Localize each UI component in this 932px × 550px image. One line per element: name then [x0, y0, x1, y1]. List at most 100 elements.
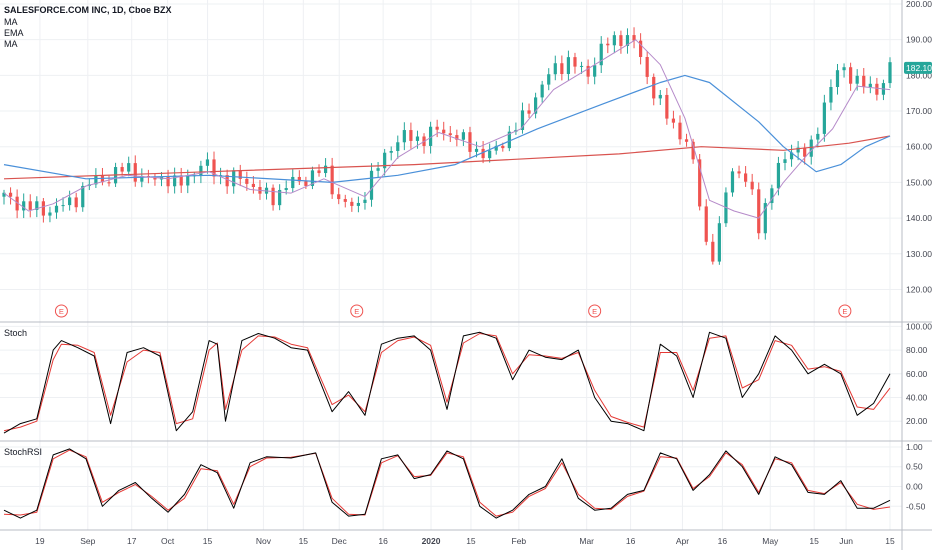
- candle-body: [789, 152, 794, 160]
- candle-body: [829, 87, 833, 103]
- time-axis-label: 19: [35, 536, 45, 546]
- candle-body: [369, 170, 374, 200]
- price-tick-label: 140.00: [906, 213, 932, 223]
- earnings-marker[interactable]: [54, 304, 68, 318]
- candle-body: [278, 189, 282, 206]
- stochrsi-panel-label[interactable]: StochRSI: [4, 447, 42, 457]
- candle-body: [625, 35, 630, 46]
- candle-body: [389, 151, 393, 153]
- time-axis-label: Dec: [332, 536, 348, 546]
- candle-body: [199, 165, 203, 176]
- candle-body: [691, 141, 695, 160]
- candle-body: [573, 57, 577, 67]
- candle-body: [835, 70, 840, 88]
- candle-body: [474, 148, 479, 152]
- candle-body: [179, 175, 183, 186]
- candle-body: [763, 203, 767, 234]
- candle-body: [186, 175, 190, 186]
- earnings-marker-label: E: [592, 307, 597, 316]
- candlesticks: [2, 27, 892, 265]
- candle-body: [238, 170, 242, 179]
- ma-short-line: [3, 39, 891, 219]
- candle-body: [855, 75, 859, 84]
- time-axis-label: 15: [203, 536, 213, 546]
- price-scale[interactable]: 200.00 190.00 180.00 170.00 160.00 150.00 140.…: [906, 0, 932, 511]
- candle-body: [579, 65, 584, 67]
- time-axis-label: Sep: [80, 536, 95, 546]
- candle-body: [868, 83, 872, 88]
- stoch-tick-label: 80.00: [906, 345, 928, 355]
- time-axis-label: Feb: [512, 536, 527, 546]
- candle-body: [468, 132, 472, 152]
- stochrsi-tick-label: 1.00: [906, 442, 923, 452]
- candle-body: [337, 194, 341, 200]
- stoch-panel[interactable]: [3, 331, 891, 434]
- earnings-marker[interactable]: [350, 304, 364, 318]
- stoch-tick-label: 100.00: [906, 321, 932, 331]
- candle-body: [442, 129, 446, 134]
- candle-body: [744, 173, 748, 182]
- symbol-title[interactable]: SALESFORCE.COM INC, 1D, Cboe BZX: [4, 5, 172, 15]
- candle-body: [783, 159, 787, 163]
- candle-body: [428, 126, 433, 146]
- candle-body: [507, 131, 511, 149]
- grid-lines: [0, 0, 902, 530]
- last-price-badge: 182.10: [904, 61, 932, 74]
- candle-body: [81, 185, 85, 208]
- candle-body: [737, 171, 741, 174]
- earnings-marker[interactable]: [838, 304, 852, 318]
- candle-body: [534, 97, 538, 114]
- candle-body: [770, 188, 774, 204]
- stochrsi-panel[interactable]: [3, 448, 891, 519]
- indicator-label-ma-1[interactable]: MA: [4, 17, 18, 27]
- candle-body: [153, 177, 157, 180]
- candle-body: [461, 132, 466, 140]
- candle-body: [15, 196, 19, 211]
- candle-body: [494, 145, 498, 151]
- candle-body: [671, 118, 676, 123]
- time-axis[interactable]: 19 Sep 17 Oct 15 Nov 15 Dec 16 2020 15 Feb Mar 16 Apr 1…: [35, 536, 895, 546]
- candle-body: [619, 35, 623, 46]
- candle-body: [363, 199, 367, 203]
- time-axis-label: 16: [626, 536, 636, 546]
- candle-body: [350, 201, 354, 206]
- candle-body: [684, 139, 689, 142]
- candle-body: [488, 150, 492, 159]
- candle-body: [94, 175, 98, 185]
- last-price-badge-bg: [904, 61, 932, 74]
- candle-body: [61, 205, 65, 207]
- candle-body: [2, 192, 6, 197]
- candle-body: [68, 197, 72, 206]
- candle-body: [409, 130, 413, 141]
- candle-body: [678, 122, 682, 140]
- time-axis-label: 15: [466, 536, 476, 546]
- time-axis-label: Jun: [839, 536, 853, 546]
- stoch-tick-label: 20.00: [906, 416, 928, 426]
- candle-body: [606, 43, 610, 46]
- candle-body: [291, 176, 295, 189]
- candle-body: [330, 165, 334, 195]
- candle-body: [127, 163, 131, 172]
- candle-body: [665, 94, 669, 119]
- price-tick-label: 200.00: [906, 0, 932, 9]
- moving-average-lines: [3, 39, 891, 219]
- price-tick-label: 120.00: [906, 284, 932, 294]
- earnings-marker[interactable]: [588, 304, 602, 318]
- candle-body: [383, 152, 387, 169]
- indicator-label-ema[interactable]: EMA: [4, 28, 24, 38]
- candle-body: [22, 201, 26, 211]
- stoch-panel-label[interactable]: Stoch: [4, 328, 27, 338]
- indicator-label-ma-2[interactable]: MA: [4, 39, 18, 49]
- candle-body: [711, 241, 715, 262]
- stochrsi-k-line: [3, 448, 891, 519]
- last-price-value: 182.10: [906, 63, 932, 73]
- candle-body: [527, 110, 531, 114]
- candle-body: [639, 40, 643, 57]
- time-axis-label: 17: [127, 536, 137, 546]
- candle-body: [8, 192, 13, 197]
- price-tick-label: 150.00: [906, 177, 932, 187]
- candle-body: [310, 170, 315, 186]
- candle-body: [849, 67, 853, 84]
